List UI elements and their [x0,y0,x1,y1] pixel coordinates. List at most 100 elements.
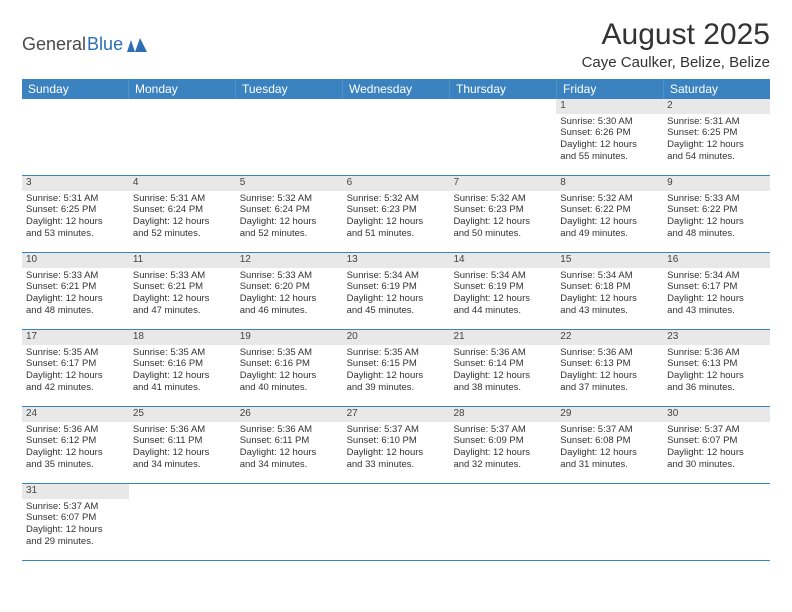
day-detail-line: Sunset: 6:22 PM [560,204,659,216]
day-detail-line: Sunrise: 5:33 AM [133,270,232,282]
day-detail-line: Sunrise: 5:31 AM [26,193,125,205]
day-number: 13 [343,253,450,268]
month-title: August 2025 [582,18,770,52]
day-cell-empty [343,484,450,560]
weekday-header-row: SundayMondayTuesdayWednesdayThursdayFrid… [22,79,770,99]
day-detail-line: Daylight: 12 hours [667,139,766,151]
day-detail-line: and 51 minutes. [347,228,446,240]
day-detail-line: Daylight: 12 hours [26,447,125,459]
day-cell: 31Sunrise: 5:37 AMSunset: 6:07 PMDayligh… [22,484,129,560]
day-detail-line: Sunrise: 5:36 AM [133,424,232,436]
day-detail-line: Sunset: 6:25 PM [667,127,766,139]
day-detail-line: Sunset: 6:11 PM [240,435,339,447]
day-detail-line: Sunrise: 5:31 AM [133,193,232,205]
day-detail-line: Daylight: 12 hours [26,293,125,305]
day-number: 19 [236,330,343,345]
day-cell: 15Sunrise: 5:34 AMSunset: 6:18 PMDayligh… [556,253,663,329]
day-detail-line: and 46 minutes. [240,305,339,317]
day-detail-line: and 52 minutes. [133,228,232,240]
day-cell: 20Sunrise: 5:35 AMSunset: 6:15 PMDayligh… [343,330,450,406]
day-detail-line: Sunset: 6:11 PM [133,435,232,447]
day-cell: 14Sunrise: 5:34 AMSunset: 6:19 PMDayligh… [449,253,556,329]
day-detail-line: and 36 minutes. [667,382,766,394]
day-cell: 3Sunrise: 5:31 AMSunset: 6:25 PMDaylight… [22,176,129,252]
day-cell: 10 Sunrise: 5:33 AMSunset: 6:21 PMDayligh… [22,253,129,329]
day-detail-line: Sunrise: 5:32 AM [560,193,659,205]
day-detail-line: Sunset: 6:19 PM [347,281,446,293]
weekday-header: Friday [557,79,664,99]
day-detail-line: Daylight: 12 hours [240,370,339,382]
day-cell: 5Sunrise: 5:32 AMSunset: 6:24 PMDaylight… [236,176,343,252]
day-cell: 4Sunrise: 5:31 AMSunset: 6:24 PMDaylight… [129,176,236,252]
day-number: 7 [449,176,556,191]
day-cell: 26Sunrise: 5:36 AMSunset: 6:11 PMDayligh… [236,407,343,483]
day-detail-line: Sunset: 6:23 PM [453,204,552,216]
day-detail-line: and 41 minutes. [133,382,232,394]
day-number: 22 [556,330,663,345]
day-detail-line: and 29 minutes. [26,536,125,548]
day-detail-line: Sunrise: 5:34 AM [560,270,659,282]
day-cell: 11Sunrise: 5:33 AMSunset: 6:21 PMDayligh… [129,253,236,329]
day-cell: 22Sunrise: 5:36 AMSunset: 6:13 PMDayligh… [556,330,663,406]
day-detail-line: Daylight: 12 hours [347,293,446,305]
week-row: 3Sunrise: 5:31 AMSunset: 6:25 PMDaylight… [22,176,770,253]
day-cell: 27Sunrise: 5:37 AMSunset: 6:10 PMDayligh… [343,407,450,483]
day-cell-empty [129,484,236,560]
day-detail-line: and 32 minutes. [453,459,552,471]
day-number: 17 [22,330,129,345]
day-cell-empty [663,484,770,560]
day-cell-empty [449,99,556,175]
day-detail-line: Sunset: 6:24 PM [133,204,232,216]
day-number: 21 [449,330,556,345]
title-block: August 2025 Caye Caulker, Belize, Belize [582,18,770,71]
day-detail-line: and 43 minutes. [667,305,766,317]
day-detail-line: and 55 minutes. [560,151,659,163]
weeks-container: 1Sunrise: 5:30 AMSunset: 6:26 PMDaylight… [22,99,770,561]
day-number: 23 [663,330,770,345]
page-header: General Blue August 2025 Caye Caulker, B… [22,18,770,71]
week-row: 17Sunrise: 5:35 AMSunset: 6:17 PMDayligh… [22,330,770,407]
day-cell-empty [129,99,236,175]
day-detail-line: Sunset: 6:19 PM [453,281,552,293]
day-detail-line: Sunset: 6:16 PM [133,358,232,370]
day-detail-line: Sunset: 6:07 PM [26,512,125,524]
week-row: 24Sunrise: 5:36 AMSunset: 6:12 PMDayligh… [22,407,770,484]
weekday-header: Sunday [22,79,129,99]
day-detail-line: Sunset: 6:08 PM [560,435,659,447]
day-detail-line: Sunrise: 5:33 AM [26,270,125,282]
day-detail-line: Sunset: 6:22 PM [667,204,766,216]
day-cell: 9Sunrise: 5:33 AMSunset: 6:22 PMDaylight… [663,176,770,252]
day-detail-line: Sunrise: 5:37 AM [667,424,766,436]
day-cell: 6Sunrise: 5:32 AMSunset: 6:23 PMDaylight… [343,176,450,252]
day-number: 30 [663,407,770,422]
day-detail-line: Sunrise: 5:34 AM [347,270,446,282]
weekday-header: Saturday [664,79,770,99]
day-detail-line: Daylight: 12 hours [240,447,339,459]
day-number: 9 [663,176,770,191]
weekday-header: Tuesday [236,79,343,99]
day-cell: 21Sunrise: 5:36 AMSunset: 6:14 PMDayligh… [449,330,556,406]
day-cell: 28Sunrise: 5:37 AMSunset: 6:09 PMDayligh… [449,407,556,483]
day-detail-line: and 50 minutes. [453,228,552,240]
weekday-header: Monday [129,79,236,99]
day-detail-line: and 44 minutes. [453,305,552,317]
day-detail-line: Daylight: 12 hours [347,447,446,459]
day-detail-line: and 52 minutes. [240,228,339,240]
day-detail-line: Daylight: 12 hours [26,370,125,382]
day-number: 10 [22,253,129,268]
weekday-header: Thursday [450,79,557,99]
day-detail-line: Daylight: 12 hours [347,370,446,382]
day-detail-line: Daylight: 12 hours [133,447,232,459]
day-number: 25 [129,407,236,422]
day-detail-line: and 31 minutes. [560,459,659,471]
day-cell-empty [556,484,663,560]
day-detail-line: Daylight: 12 hours [133,370,232,382]
day-detail-line: Sunrise: 5:36 AM [240,424,339,436]
day-detail-line: and 43 minutes. [560,305,659,317]
day-number: 3 [22,176,129,191]
logo-text-general: General [22,34,86,55]
day-detail-line: Sunset: 6:21 PM [26,281,125,293]
day-detail-line: and 49 minutes. [560,228,659,240]
day-detail-line: and 33 minutes. [347,459,446,471]
day-detail-line: Sunset: 6:13 PM [667,358,766,370]
